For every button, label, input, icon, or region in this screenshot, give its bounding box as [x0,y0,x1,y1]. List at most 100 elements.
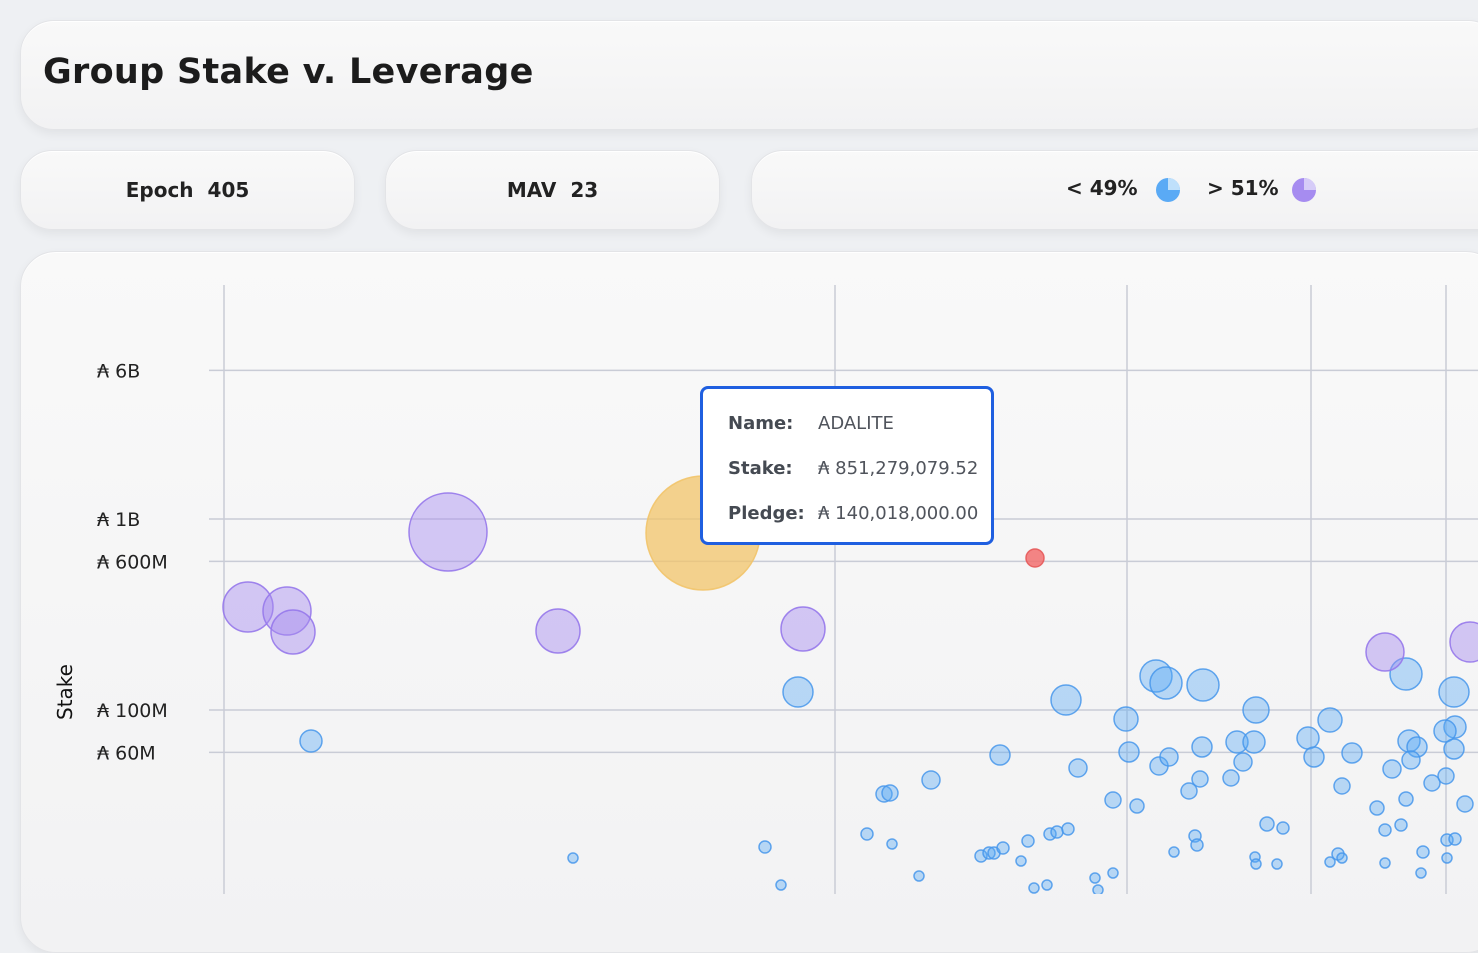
data-point-blue[interactable] [1129,798,1145,814]
data-point-blue[interactable] [1433,719,1457,743]
data-point-blue[interactable] [1398,791,1414,807]
pie-chart-icon[interactable] [1155,177,1181,203]
data-point-blue[interactable] [1168,846,1180,858]
y-axis-ticks: ₳ 6B ₳ 1B ₳ 600M ₳ 100M ₳ 60M ₳ 10M [97,360,168,894]
data-point-blue[interactable] [1259,816,1275,832]
data-point-blue[interactable] [1336,852,1348,864]
data-point-blue[interactable] [1443,738,1465,760]
data-point-blue[interactable] [1441,852,1453,864]
tooltip: Name: ADALITE Stake: ₳ 851,279,079.52 Pl… [700,386,994,545]
data-point-blue[interactable] [299,729,323,753]
y-tick-label: ₳ 100M [97,700,168,722]
data-point-blue[interactable] [1296,726,1320,750]
data-point-blue[interactable] [974,849,988,863]
mav-label: MAV [506,178,557,202]
data-point-blue[interactable] [1089,872,1101,884]
data-point-blue[interactable] [1225,730,1249,754]
data-point-blue[interactable] [1186,668,1220,702]
data-point-blue[interactable] [1149,666,1183,700]
data-point-blue[interactable] [921,770,941,790]
tooltip-pledge-value: ₳ 140,018,000.00 [818,503,979,524]
y-tick-label: ₳ 1B [97,509,140,531]
data-point-blue[interactable] [982,846,996,860]
data-point-blue[interactable] [1180,782,1198,800]
data-point-blue[interactable] [1341,742,1363,764]
data-point-blue[interactable] [1139,659,1173,693]
data-point-blue[interactable] [886,838,898,850]
data-point-blue[interactable] [989,744,1011,766]
data-point-blue[interactable] [1242,730,1266,754]
data-point-blue[interactable] [1317,707,1343,733]
data-point-blue[interactable] [1303,746,1325,768]
data-point-blue[interactable] [1159,747,1179,767]
data-point-blue[interactable] [1382,759,1402,779]
data-point-blue[interactable] [1250,858,1262,870]
data-point-blue[interactable] [567,852,579,864]
data-point-blue[interactable] [1107,867,1119,879]
stake-split-card: < 49% > 51% [751,150,1478,230]
data-point-blue[interactable] [996,841,1010,855]
data-point-blue[interactable] [1092,884,1104,894]
y-tick-label: ₳ 600M [97,551,168,573]
data-point-blue[interactable] [1242,696,1270,724]
data-point-blue[interactable] [1191,770,1209,788]
y-axis-label: Stake [53,664,77,720]
data-point-blue[interactable] [1369,800,1385,816]
data-point-blue[interactable] [1333,777,1351,795]
data-point-blue[interactable] [1041,879,1053,891]
data-point-purple[interactable] [780,606,826,652]
mav-value: 23 [570,178,599,202]
pie-chart-icon[interactable] [1291,177,1317,203]
data-point-blue[interactable] [1190,838,1204,852]
data-point-blue[interactable] [1415,867,1427,879]
tooltip-name-value: ADALITE [818,413,894,434]
data-point-purple[interactable] [270,609,316,655]
data-point-blue[interactable] [875,785,893,803]
data-point-blue[interactable] [1401,750,1421,770]
data-point-blue[interactable] [1104,791,1122,809]
data-point-blue[interactable] [860,827,874,841]
data-point-purple[interactable] [535,608,581,654]
data-point-blue[interactable] [1438,676,1470,708]
title-card: Group Stake v. Leverage [20,20,1478,130]
data-point-blue[interactable] [1113,706,1139,732]
data-point-blue[interactable] [1021,834,1035,848]
data-point-blue[interactable] [1015,855,1027,867]
tooltip-stake-value: ₳ 851,279,079.52 [818,458,979,479]
data-point-blue[interactable] [1406,736,1428,758]
data-point-blue[interactable] [913,870,925,882]
mav-stat-card: MAV 23 [385,150,720,230]
data-point-blue[interactable] [1324,856,1336,868]
data-point-purple[interactable] [408,492,488,572]
data-point-blue[interactable] [1276,821,1290,835]
data-point-blue[interactable] [1456,795,1474,813]
data-point-blue[interactable] [1448,832,1462,846]
data-point-blue[interactable] [782,676,814,708]
data-point-blue[interactable] [881,784,899,802]
data-point-blue[interactable] [1416,845,1430,859]
data-point-blue[interactable] [1423,774,1441,792]
data-point-purple[interactable] [1365,632,1405,672]
data-point-blue[interactable] [1050,825,1064,839]
data-point-blue[interactable] [1233,752,1253,772]
data-point-blue[interactable] [1191,736,1213,758]
epoch-label: Epoch [125,178,194,202]
data-point-purple[interactable] [222,581,274,633]
data-point-purple[interactable] [1449,621,1478,663]
data-point-blue[interactable] [1118,741,1140,763]
data-point-blue[interactable] [1378,823,1392,837]
data-point-red[interactable] [1025,548,1045,568]
data-point-blue[interactable] [1068,758,1088,778]
data-point-blue[interactable] [1379,857,1391,869]
data-point-blue[interactable] [1271,858,1283,870]
data-point-blue[interactable] [1050,684,1082,716]
data-point-blue[interactable] [758,840,772,854]
data-point-blue[interactable] [1437,767,1455,785]
data-point-blue[interactable] [1061,822,1075,836]
data-point-blue[interactable] [1222,769,1240,787]
tooltip-pledge-key: Pledge: [728,503,805,524]
data-point-blue[interactable] [1394,818,1408,832]
grid-lines [209,285,1478,894]
data-point-blue[interactable] [775,879,787,891]
data-point-blue[interactable] [1028,882,1040,894]
